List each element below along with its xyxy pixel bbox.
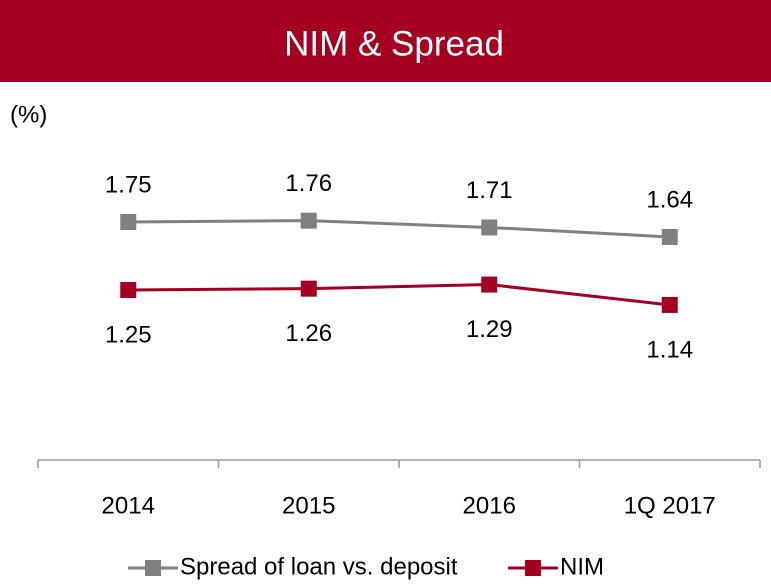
legend-marker: [525, 560, 541, 576]
y-axis-label: (%): [10, 101, 47, 128]
data-label: 1.29: [466, 316, 513, 343]
point-marker: [481, 219, 498, 236]
title-banner: [0, 0, 771, 82]
data-label: 1.26: [285, 320, 332, 347]
point-marker: [661, 296, 678, 313]
legend-marker: [145, 560, 161, 576]
data-label: 1.64: [646, 186, 693, 213]
chart-title: NIM & Spread: [284, 24, 504, 63]
x-tick-label: 2016: [463, 492, 516, 519]
point-marker: [120, 214, 137, 230]
legend-label: Spread of loan vs. deposit: [180, 553, 458, 580]
data-label: 1.71: [466, 177, 513, 204]
data-label: 1.75: [105, 171, 152, 198]
point-marker: [300, 212, 317, 229]
point-marker: [120, 282, 137, 298]
series-line: [128, 283, 670, 307]
point-marker: [300, 280, 317, 297]
data-label: 1.25: [105, 321, 152, 348]
legend-label: NIM: [560, 553, 604, 580]
x-tick-label: 2015: [282, 492, 335, 519]
x-tick-label: 2014: [102, 492, 155, 519]
x-tick-label: 1Q 2017: [624, 492, 716, 519]
series-line: [128, 219, 670, 239]
point-marker: [481, 276, 498, 293]
data-label: 1.76: [285, 170, 332, 197]
point-marker: [661, 228, 678, 245]
data-label: 1.14: [646, 336, 693, 363]
